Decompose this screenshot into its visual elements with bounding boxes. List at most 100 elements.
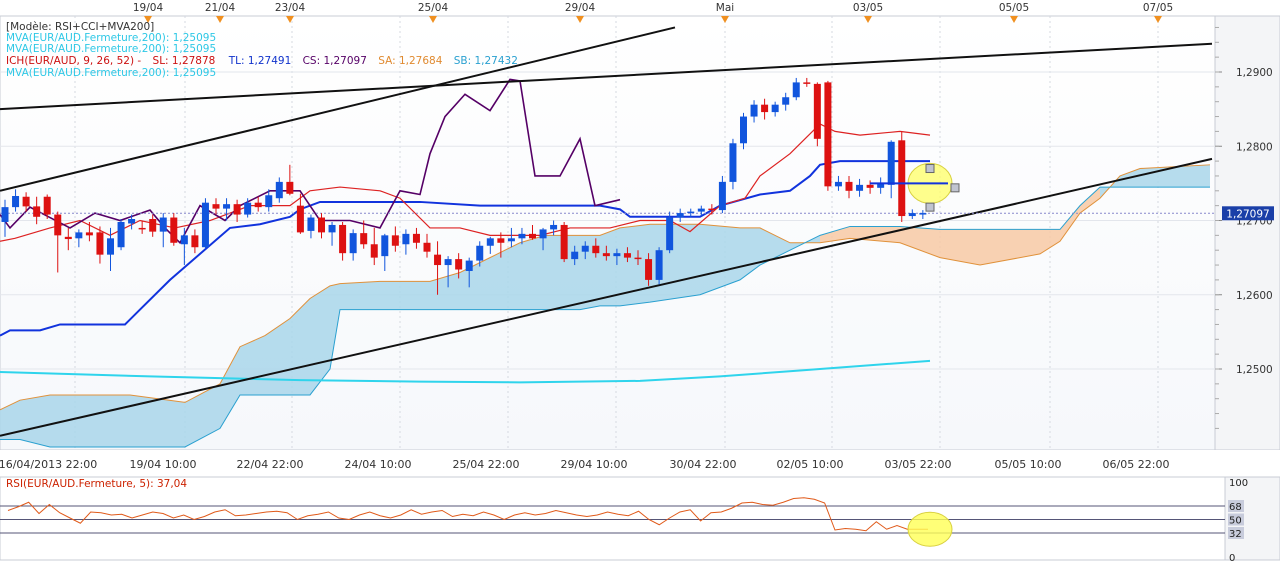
candle-body — [33, 206, 41, 217]
candle-body — [687, 211, 695, 214]
candle-body — [550, 224, 558, 230]
candle-body — [170, 217, 178, 243]
candle-body — [75, 232, 83, 239]
drag-handle[interactable] — [950, 183, 960, 193]
candle-body — [117, 221, 125, 248]
date-marker — [1010, 16, 1018, 23]
candle-body — [434, 254, 442, 266]
cloud-segment — [20, 394, 50, 447]
candle-body — [107, 238, 114, 255]
bottom-date-label: 02/05 10:00 — [777, 458, 844, 471]
cloud-segment — [650, 224, 700, 303]
bottom-date-strip — [0, 450, 1280, 477]
candle-body — [159, 217, 167, 232]
candle-body — [856, 184, 864, 191]
candle-body — [455, 259, 463, 270]
cloud-segment — [90, 394, 130, 447]
legend-mva-2: MVA(EUR/AUD.Fermeture,200): 1,25095 — [6, 43, 217, 55]
candle-body — [191, 235, 199, 248]
bottom-date-label: 06/05 22:00 — [1103, 458, 1170, 471]
candle-body — [602, 253, 610, 257]
price-tick-label: 1,2800 — [1236, 141, 1273, 153]
candle-body — [96, 232, 104, 255]
legend-ichimoku: ICH(EUR/AUD, 9, 26, 52) - SL: 1,27878 TL… — [6, 55, 518, 68]
candle-body — [391, 235, 399, 246]
cloud-segment — [290, 298, 310, 395]
cloud-segment — [520, 235, 545, 310]
candle-body — [803, 82, 811, 84]
candle-body — [286, 181, 294, 194]
candle-body — [402, 233, 410, 245]
candle-body — [623, 253, 631, 258]
kijun-sen-line — [0, 160, 930, 337]
bottom-date-label: 29/04 10:00 — [561, 458, 628, 471]
cloud-segment — [0, 400, 20, 440]
candle-body — [581, 245, 589, 252]
cloud-segment — [740, 227, 760, 280]
rsi-tick-badge — [1228, 513, 1244, 526]
candle-body — [423, 242, 431, 252]
candle-body — [444, 259, 452, 266]
candle-body — [212, 204, 220, 209]
candle-body — [486, 238, 494, 246]
ich-label: ICH(EUR/AUD, 9, 26, 52) - — [6, 55, 142, 67]
price-tick-label: 1,2600 — [1236, 290, 1273, 302]
candle-body — [339, 224, 347, 254]
cloud-segment — [1040, 229, 1060, 254]
cloud-segment — [700, 224, 740, 295]
cloud-segment — [980, 229, 1040, 266]
candle-body — [750, 104, 758, 117]
rsi-line — [7, 497, 928, 532]
candle-body — [22, 196, 30, 207]
candle-body — [349, 233, 357, 254]
date-marker — [864, 16, 872, 23]
candle-body — [412, 233, 420, 243]
top-date-label: 29/04 — [565, 2, 596, 14]
candle-body — [919, 213, 927, 215]
trendline-support — [0, 157, 1213, 437]
candle-body — [265, 195, 273, 208]
candle-body — [244, 202, 252, 215]
top-date-label: 07/05 — [1143, 2, 1173, 14]
rsi-tick-badge — [1228, 527, 1244, 539]
cloud-segment — [900, 226, 940, 258]
legend-mva-3: MVA(EUR/AUD.Fermeture,200): 1,25095 — [6, 67, 217, 79]
price-tick-label: 1,2900 — [1236, 67, 1273, 79]
drag-handle[interactable] — [925, 164, 935, 174]
candle-body — [518, 233, 526, 239]
trendline-resistance-steep — [0, 26, 676, 192]
ich-sb: SB: 1,27432 — [453, 55, 518, 67]
date-marker — [721, 16, 729, 23]
drag-handle[interactable] — [925, 202, 935, 212]
top-date-strip — [0, 0, 1280, 16]
candle-body — [655, 250, 663, 280]
cloud-segment — [330, 283, 340, 369]
candle-body — [64, 236, 72, 240]
date-marker — [576, 16, 584, 23]
candle-body — [845, 181, 853, 191]
bottom-date-label: 16/04/2013 22:00 — [0, 458, 97, 471]
candle-body — [497, 238, 505, 243]
candle-body — [201, 202, 209, 248]
candle-body — [908, 213, 916, 217]
candle-body — [507, 238, 515, 242]
mva200-line — [0, 359, 931, 384]
candle-body — [128, 219, 136, 224]
candle-body — [676, 213, 684, 218]
top-date-label: 19/04 — [133, 2, 164, 14]
candle-body — [834, 181, 842, 187]
ich-tl: TL: 1,27491 — [228, 55, 292, 67]
bottom-date-label: 19/04 10:00 — [130, 458, 197, 471]
cloud-segment — [940, 229, 980, 266]
rsi-tick-label: 68 — [1229, 502, 1242, 513]
cloud-segment — [265, 318, 290, 395]
ich-cs: CS: 1,27097 — [302, 55, 367, 67]
candle-body — [318, 217, 325, 233]
cloud-segment — [340, 281, 380, 310]
top-date-label: Mai — [716, 2, 734, 14]
rsi-tick-label: 50 — [1229, 516, 1242, 527]
candle-body — [708, 208, 716, 211]
candle-body — [729, 143, 737, 182]
candle-body — [233, 204, 241, 215]
